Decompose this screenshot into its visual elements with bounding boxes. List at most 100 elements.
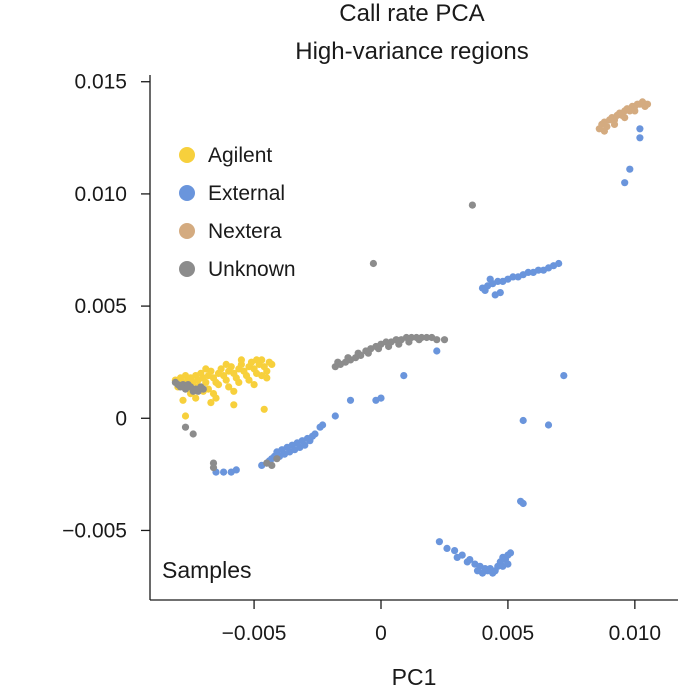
data-point: [463, 558, 471, 566]
legend: Agilent External Nextera Unknown: [179, 144, 296, 281]
data-point: [496, 289, 504, 297]
series-external: [212, 125, 644, 577]
data-point: [405, 338, 413, 346]
data-point: [473, 567, 482, 575]
data-point: [440, 336, 449, 344]
data-point: [301, 441, 309, 449]
data-point: [258, 356, 266, 364]
data-point: [354, 349, 362, 357]
data-point: [443, 544, 451, 553]
data-point: [199, 385, 207, 393]
legend-marker: [179, 261, 195, 277]
data-point: [555, 259, 563, 268]
data-point: [245, 376, 253, 384]
data-point: [621, 179, 629, 187]
data-point: [631, 107, 639, 115]
data-points: [171, 98, 652, 577]
data-point: [344, 354, 352, 362]
data-point: [506, 549, 515, 557]
chart-title: Call rate PCA: [339, 0, 485, 27]
data-point: [377, 394, 385, 402]
data-point: [374, 345, 383, 353]
data-point: [273, 455, 281, 463]
data-point: [230, 401, 238, 409]
y-tick-label: 0.005: [74, 295, 127, 318]
data-point: [364, 349, 372, 357]
data-point: [451, 547, 459, 555]
data-point: [319, 421, 327, 429]
data-point: [468, 201, 476, 209]
data-point: [181, 423, 190, 431]
x-tick-label: −0.005: [222, 622, 287, 645]
legend-label: External: [208, 182, 285, 205]
data-point: [334, 358, 342, 366]
x-tick-label: 0.005: [482, 622, 535, 645]
data-point: [222, 360, 230, 368]
data-point: [369, 259, 377, 268]
data-point: [481, 286, 489, 294]
data-point: [331, 412, 339, 420]
data-point: [222, 376, 230, 384]
data-point: [214, 381, 223, 389]
data-point: [225, 383, 233, 391]
data-point: [192, 394, 200, 402]
x-tick-label: 0: [375, 622, 387, 645]
y-tick-label: 0: [115, 407, 127, 430]
samples-annotation: Samples: [162, 557, 251, 583]
legend-label: Nextera: [208, 220, 282, 243]
data-point: [311, 430, 319, 438]
data-point: [181, 412, 190, 420]
data-point: [395, 340, 403, 348]
data-point: [263, 367, 271, 375]
y-tick-label: 0.010: [74, 183, 127, 206]
data-point: [268, 461, 276, 469]
data-point: [524, 268, 532, 276]
data-point: [212, 394, 220, 402]
legend-marker: [179, 223, 195, 239]
y-tick-label: −0.005: [62, 519, 127, 542]
x-tick-label: 0.010: [609, 622, 662, 645]
data-point: [641, 102, 649, 110]
data-point: [268, 360, 276, 368]
data-point: [346, 396, 355, 404]
data-point: [202, 378, 210, 386]
data-point: [494, 277, 502, 285]
data-point: [232, 466, 240, 474]
data-point: [519, 416, 527, 425]
data-point: [435, 538, 443, 546]
data-point: [519, 499, 527, 508]
x-axis-label: PC1: [392, 664, 437, 690]
data-point: [534, 266, 543, 274]
data-point: [179, 396, 187, 404]
data-point: [260, 405, 268, 413]
data-point: [636, 134, 644, 142]
data-point: [235, 378, 243, 386]
series-nextera: [595, 98, 652, 135]
data-point: [207, 399, 215, 407]
series-unknown: [171, 201, 476, 472]
data-point: [509, 273, 517, 281]
data-point: [253, 356, 261, 364]
data-point: [504, 560, 512, 568]
data-point: [237, 356, 245, 364]
data-point: [486, 275, 494, 283]
data-point: [189, 430, 197, 438]
data-point: [400, 372, 408, 380]
data-point: [250, 381, 258, 389]
data-point: [433, 336, 441, 344]
legend-label: Agilent: [208, 144, 272, 167]
data-point: [626, 165, 634, 173]
legend-marker: [179, 147, 195, 163]
data-point: [230, 387, 238, 395]
y-tick-label: 0.015: [74, 71, 127, 94]
data-point: [636, 125, 644, 133]
data-point: [209, 464, 218, 472]
chart-subtitle: High-variance regions: [295, 38, 529, 65]
data-point: [560, 372, 568, 380]
data-point: [220, 468, 228, 476]
data-point: [621, 114, 629, 122]
data-point: [217, 365, 225, 373]
legend-marker: [179, 185, 195, 201]
data-point: [453, 553, 461, 562]
